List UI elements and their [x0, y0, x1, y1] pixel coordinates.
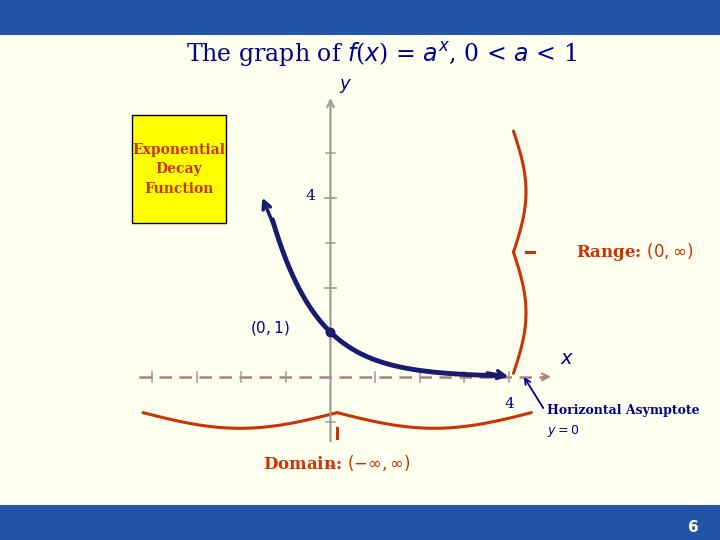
Text: 4: 4	[305, 189, 315, 203]
Text: $x$: $x$	[560, 350, 575, 368]
Text: Exponential
Decay
Function: Exponential Decay Function	[132, 143, 225, 195]
Text: The graph of $f$($x$) = $a^x$, 0 < $a$ < 1: The graph of $f$($x$) = $a^x$, 0 < $a$ <…	[186, 39, 577, 69]
Text: $(0, 1)$: $(0, 1)$	[250, 319, 290, 337]
FancyBboxPatch shape	[132, 116, 225, 222]
Text: $y$: $y$	[338, 77, 352, 94]
Text: Range: $(0, \infty)$: Range: $(0, \infty)$	[576, 241, 693, 263]
Text: $y = 0$: $y = 0$	[547, 422, 579, 438]
Text: 4: 4	[504, 397, 514, 411]
Text: Domain: $(-\infty, \infty)$: Domain: $(-\infty, \infty)$	[264, 453, 411, 473]
Text: Horizontal Asymptote: Horizontal Asymptote	[547, 404, 700, 417]
Text: 6: 6	[688, 520, 698, 535]
